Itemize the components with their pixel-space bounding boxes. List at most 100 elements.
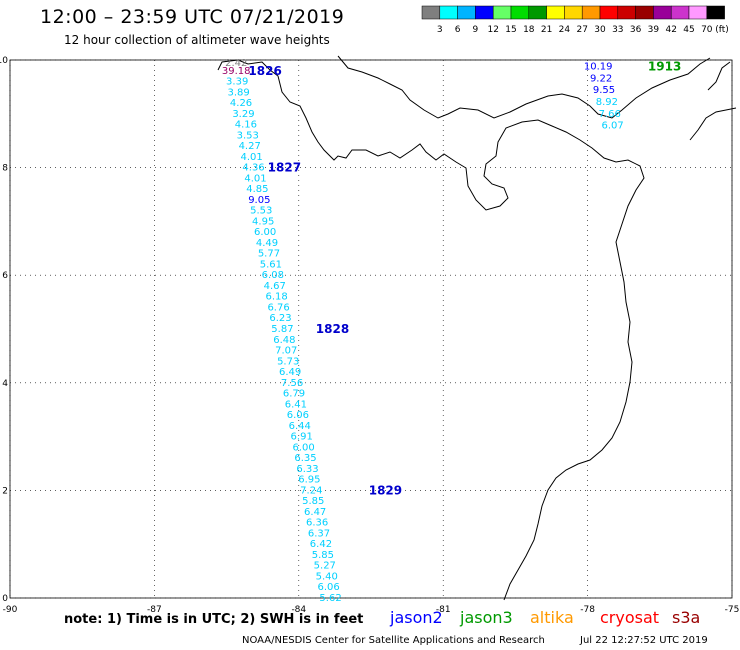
wave-height-value: 10.19	[584, 61, 613, 72]
legend-swatch	[546, 5, 565, 20]
wave-height-value: 5.40	[316, 571, 338, 582]
wave-height-value: 6.91	[291, 432, 313, 443]
satellite-name-cryosat: cryosat	[600, 608, 660, 627]
wave-height-value: 6.06	[287, 410, 309, 421]
map-frame	[9, 59, 733, 599]
wave-height-value: 6.08	[262, 270, 284, 281]
wave-height-value: 6.42	[310, 539, 332, 550]
wave-height-value: 4.49	[256, 238, 278, 249]
legend-swatch	[635, 5, 654, 20]
y-tick-label: 6	[2, 271, 8, 281]
legend-label: 30	[594, 25, 606, 35]
coastline-caribbean	[337, 55, 711, 119]
wave-height-value: 5.87	[271, 324, 293, 335]
satellite-name-jason3: jason3	[460, 608, 513, 627]
wave-height-value: 4.27	[239, 141, 261, 152]
coastline-north	[689, 107, 737, 141]
page-subtitle: 12 hour collection of altimeter wave hei…	[64, 33, 330, 47]
wave-height-value: 7.07	[275, 346, 297, 357]
legend-label: 42	[665, 25, 676, 35]
y-tick-label: 8	[2, 164, 8, 174]
wave-height-value: 5.61	[260, 259, 282, 270]
wave-height-value: 6.23	[269, 313, 291, 324]
legend-label: 12	[487, 25, 498, 35]
legend-label: 24	[559, 25, 571, 35]
wave-height-value: 2.42	[225, 58, 247, 69]
wave-height-value: 5.62	[319, 593, 341, 604]
wave-height-value: 5.53	[250, 206, 272, 217]
legend-swatch	[421, 5, 441, 20]
x-tick-label: -78	[580, 605, 595, 615]
coastline	[217, 55, 737, 601]
color-legend: 3 6 9 12 15 18 21 24 27 30 33 36 39 42 45 70 (ft)	[421, 5, 729, 35]
wave-height-value: 5.85	[302, 496, 324, 507]
satellite-name-jason2: jason2	[390, 608, 443, 627]
wave-height-value: 5.85	[312, 550, 334, 561]
wave-height-value: 8.92	[596, 97, 618, 108]
track-time-label: 1828	[316, 322, 349, 336]
wave-height-value: 6.76	[267, 302, 289, 313]
wave-height-value: 6.07	[601, 121, 623, 132]
wave-height-value: 7.66	[599, 109, 621, 120]
y-tick-label: 2	[2, 486, 8, 496]
legend-swatch	[528, 5, 547, 20]
x-tick-label: -75	[725, 605, 740, 615]
y-tick-label: 0	[2, 594, 8, 604]
wave-height-value: 6.95	[298, 475, 320, 486]
coastline-central-america	[217, 59, 645, 601]
wave-height-value: 6.44	[289, 421, 311, 432]
track-time-label: 1913	[648, 59, 681, 73]
track-time-label: 1826	[248, 64, 281, 78]
legend-swatch	[581, 5, 601, 20]
track-time-label: 1827	[268, 161, 301, 175]
wave-height-value: 3.39	[226, 77, 248, 88]
wave-height-value: 6.49	[279, 367, 301, 378]
legend-label: 15	[505, 25, 516, 35]
coastline-east-island	[707, 61, 731, 91]
legend-unit: (ft)	[715, 25, 729, 35]
wave-height-value: 4.01	[244, 173, 266, 184]
wave-height-value: 4.16	[235, 120, 257, 131]
wave-height-value: 6.41	[285, 399, 307, 410]
wave-height-value: 6.00	[292, 442, 314, 453]
wave-height-value: 6.79	[283, 389, 305, 400]
wave-height-value: 4.95	[252, 216, 274, 227]
legend-swatch	[670, 5, 690, 20]
satellite-name-s3a: s3a	[672, 608, 701, 627]
wave-height-value: 5.77	[258, 249, 280, 260]
x-tick-label: -84	[291, 605, 306, 615]
map-grid	[9, 59, 733, 599]
legend-label: 36	[630, 25, 642, 35]
x-tick-label: -81	[436, 605, 451, 615]
axis-tick-labels: -90 -87 -84 -81 -78 -75 0 2 4 6 8 10	[0, 56, 739, 615]
wave-height-value: 3.89	[228, 87, 250, 98]
legend-swatch	[599, 5, 619, 20]
legend-label: 18	[523, 25, 535, 35]
x-tick-label: -90	[3, 605, 18, 615]
wave-height-value: 6.00	[254, 227, 276, 238]
wave-height-value: 6.37	[308, 528, 330, 539]
legend-label: 39	[648, 25, 660, 35]
wave-height-value: 7.56	[281, 378, 303, 389]
satellite-name-altika: altika	[530, 608, 574, 627]
legend-label: 45	[683, 25, 694, 35]
legend-swatch	[510, 5, 530, 20]
legend-swatch	[688, 5, 708, 20]
legend-label: 27	[576, 25, 587, 35]
legend-label: 9	[473, 25, 479, 35]
wave-height-value: 39.18	[222, 66, 251, 77]
wave-height-value: 3.53	[237, 130, 259, 141]
wave-height-value: 3.29	[232, 109, 254, 120]
wave-height-value: 6.48	[273, 335, 295, 346]
wave-height-value: 4.26	[230, 98, 252, 109]
generated-timestamp: Jul 22 12:27:52 UTC 2019	[580, 635, 708, 646]
wave-height-value: 9.05	[248, 195, 270, 206]
wave-height-value: 5.73	[277, 356, 299, 367]
wave-height-value: 4.67	[264, 281, 286, 292]
legend-swatch	[564, 5, 583, 20]
wave-height-value: 6.36	[306, 518, 328, 529]
wave-height-value: 7.24	[300, 485, 322, 496]
footer-note: note: 1) Time is in UTC; 2) SWH is in fe…	[64, 612, 364, 627]
